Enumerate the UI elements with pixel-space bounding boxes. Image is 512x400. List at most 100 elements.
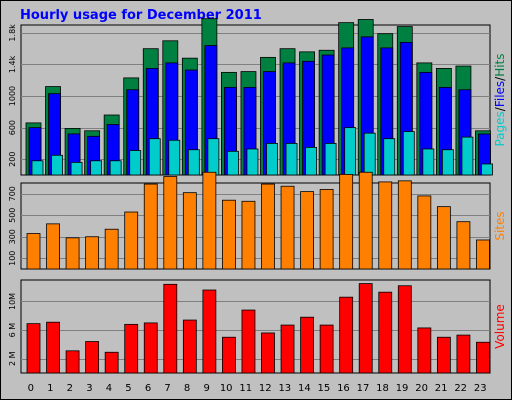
- bar-pages-hour-18: [383, 138, 396, 176]
- bar-pages-hour-14: [305, 146, 317, 176]
- bar-volume-hour-21: [436, 336, 451, 374]
- bar-volume-hour-14: [300, 316, 314, 374]
- x-tick-label-22: 22: [454, 383, 467, 394]
- chart-title: Hourly usage for December 2011: [20, 8, 262, 23]
- legend-part-0-1: /: [493, 106, 507, 111]
- x-tick-label-20: 20: [415, 383, 428, 394]
- bar-volume-hour-6: [143, 322, 158, 374]
- bar-sites-hour-1: [46, 223, 60, 270]
- bar-volume-hour-17: [358, 283, 373, 374]
- bar-pages-hour-3: [90, 160, 103, 176]
- x-tick-label-16: 16: [337, 383, 350, 394]
- bar-sites-hour-11: [241, 200, 256, 270]
- bar-sites-hour-3: [85, 236, 100, 270]
- x-tick-label-18: 18: [376, 383, 389, 394]
- x-tick-label-21: 21: [435, 383, 448, 394]
- x-axis: 0 1 2 3 4 5 6 7 8 9 10 11 12 13 14 15 16 17 18 19 20 21 22 23: [28, 383, 487, 394]
- bar-sites-hour-14: [300, 191, 314, 270]
- bar-pages-hour-15: [324, 143, 337, 176]
- panel-0-legend-label: Pages/Files/Hits: [493, 53, 507, 146]
- panel-2-y-tick-label: 6 M: [8, 323, 17, 338]
- bar-volume-hour-20: [417, 327, 432, 374]
- bar-pages-hour-8: [187, 149, 200, 176]
- panel-2-legend-label: Volume: [493, 304, 507, 349]
- panel-0-y-tick-label: 200: [8, 152, 17, 167]
- bar-volume-hour-7: [163, 283, 178, 374]
- bar-volume-hour-4: [104, 351, 119, 374]
- bar-pages-hour-21: [441, 149, 454, 176]
- x-tick-label-10: 10: [220, 383, 233, 394]
- x-tick-label-8: 8: [184, 383, 190, 394]
- bar-pages-hour-20: [422, 148, 435, 176]
- panel-2: 2 M 6 M 10M Volume: [8, 279, 507, 374]
- x-tick-label-19: 19: [396, 383, 409, 394]
- x-tick-label-12: 12: [259, 383, 272, 394]
- bar-sites-hour-16: [339, 173, 354, 270]
- bar-sites-hour-5: [124, 211, 139, 270]
- panel-1-y-tick-label: 700: [8, 186, 17, 201]
- bar-volume-hour-23: [476, 341, 490, 374]
- panel-1: 100 300 500 700 Sites: [8, 171, 507, 270]
- x-tick-label-4: 4: [106, 383, 112, 394]
- bar-pages-hour-13: [285, 143, 298, 176]
- x-tick-label-1: 1: [47, 383, 53, 394]
- bar-pages-hour-7: [168, 139, 181, 176]
- bar-sites-hour-15: [319, 189, 334, 270]
- x-tick-label-14: 14: [298, 383, 311, 394]
- bar-sites-hour-19: [397, 180, 412, 270]
- bar-volume-hour-10: [222, 336, 236, 374]
- bar-volume-hour-1: [46, 321, 60, 374]
- panel-0-y-tick-label: 1000: [8, 86, 17, 106]
- bar-pages-hour-16: [344, 127, 357, 176]
- bar-pages-hour-22: [461, 136, 474, 176]
- panel-2-y-tick-label: 2 M: [8, 351, 17, 366]
- bar-sites-hour-17: [358, 171, 373, 270]
- chart-panels: 20060010001.4k1.8kPages/Files/Hits100300…: [8, 18, 507, 374]
- panel-1-legend-label: Sites: [493, 211, 507, 240]
- x-tick-label-15: 15: [318, 383, 331, 394]
- x-tick-label-3: 3: [86, 383, 92, 394]
- x-tick-label-17: 17: [357, 383, 370, 394]
- bar-sites-hour-2: [65, 237, 80, 270]
- bar-volume-hour-18: [378, 291, 393, 374]
- legend-part-0-3: /: [493, 76, 507, 81]
- x-tick-label-5: 5: [125, 383, 131, 394]
- bar-pages-hour-5: [129, 150, 142, 176]
- panel-0-y-tick-label: 1.4k: [8, 55, 17, 73]
- bar-volume-hour-3: [85, 341, 100, 374]
- bar-volume-hour-15: [319, 324, 334, 374]
- bar-pages-hour-10: [227, 150, 239, 176]
- bar-sites-hour-12: [261, 183, 275, 270]
- bar-sites-hour-0: [26, 233, 41, 270]
- bar-sites-hour-13: [280, 185, 295, 270]
- bar-sites-hour-7: [163, 176, 178, 270]
- bar-pages-hour-0: [31, 160, 44, 176]
- bar-volume-hour-0: [26, 323, 41, 374]
- bar-pages-hour-6: [148, 138, 161, 176]
- panel-2-plot-area: [20, 279, 491, 374]
- x-tick-label-11: 11: [239, 383, 252, 394]
- bar-pages-hour-11: [246, 148, 259, 176]
- bar-pages-hour-4: [109, 160, 122, 176]
- bar-sites-hour-22: [456, 221, 471, 270]
- x-tick-label-23: 23: [474, 383, 487, 394]
- legend-part-2-0: Volume: [493, 304, 507, 349]
- x-tick-label-9: 9: [203, 383, 209, 394]
- bar-volume-hour-11: [241, 309, 256, 374]
- bar-pages-hour-9: [207, 138, 220, 176]
- panel-1-plot-area: [20, 182, 491, 270]
- panel-2-y-tick-label: 10M: [8, 293, 17, 310]
- panel-0-y-tick-label: 600: [8, 120, 17, 135]
- bar-volume-hour-8: [182, 319, 197, 374]
- bar-sites-hour-4: [104, 228, 119, 270]
- x-tick-label-7: 7: [164, 383, 170, 394]
- bar-volume-hour-19: [397, 285, 412, 374]
- bar-volume-hour-22: [456, 334, 471, 374]
- bar-volume-hour-12: [261, 332, 275, 374]
- legend-part-0-4: Hits: [493, 53, 507, 76]
- bar-volume-hour-2: [65, 350, 80, 374]
- bar-sites-hour-20: [417, 195, 432, 270]
- bar-pages-hour-2: [70, 161, 83, 176]
